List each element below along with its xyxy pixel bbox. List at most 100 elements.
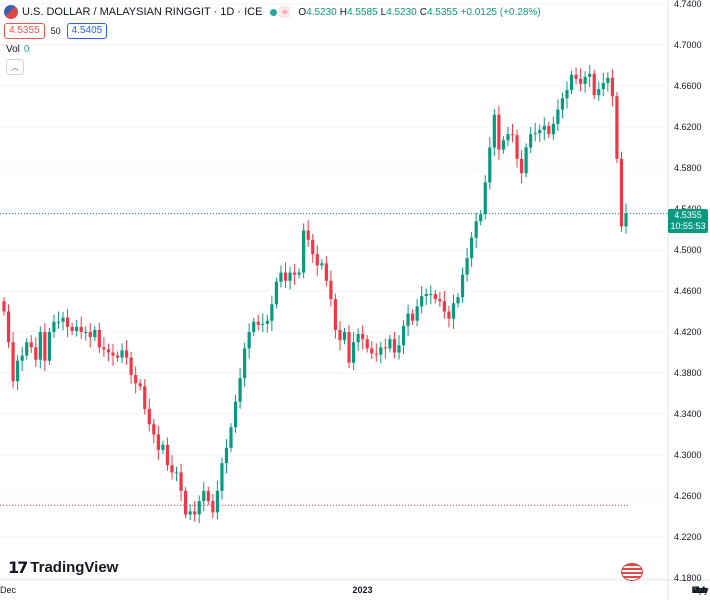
candle-up [556,109,560,124]
candle-up [506,134,510,141]
bar-countdown: 10:55:53 [670,221,706,231]
candle-down [374,353,378,355]
x-tick-label: Apr [692,585,708,595]
candle-up [588,73,592,77]
candle-up [560,98,565,110]
candle-down [306,230,310,240]
volume-legend[interactable]: Vol 0 [6,44,29,55]
candle-down [138,383,142,387]
candle-up [415,306,419,321]
candle-up [429,294,433,296]
candle-up [542,125,546,131]
x-tick-label: Jun [692,585,708,595]
tradingview-logo[interactable]: 17 TradingView [8,558,118,577]
economic-event-flag-icon[interactable] [621,563,643,581]
delayed-data-icon: ≈ [279,6,291,18]
candle-down [29,342,33,348]
volume-value: 0 [23,44,30,55]
candle-up [220,463,224,491]
candle-up [379,347,383,355]
y-tick-label: 4.3400 [674,409,702,419]
candle-up [420,296,424,307]
candle-down [256,321,260,325]
candle-down [510,134,515,136]
x-tick-label: 24 [694,585,706,595]
candle-up [397,345,401,353]
candle-down [143,386,147,409]
candle-down [156,434,160,450]
candle-up [583,76,587,84]
candle-up [215,490,219,513]
candle-down [392,339,397,353]
candle-down [292,272,297,275]
buy-price-button[interactable]: 4.5405 [66,23,108,39]
ohlc-value: +0.0125 (+0.28%) [460,6,541,18]
tradingview-logo-text: TradingView [30,559,119,576]
chart-header: U.S. DOLLAR / MALAYSIAN RINGGIT · 1D · I… [4,4,544,20]
candle-up [238,378,242,402]
candle-up [533,133,537,135]
sell-price-button[interactable]: 4.5355 [4,23,45,39]
candle-down [361,334,365,340]
market-status[interactable]: ≈ [270,6,291,18]
collapse-legend-button[interactable]: ︿ [6,59,24,75]
candle-down [147,408,151,425]
candle-up [229,427,233,448]
tradingview-mark-icon: 17 [8,558,28,577]
ohlc-key: L [380,6,387,18]
candle-down [347,332,351,363]
candle-up [492,114,496,148]
y-tick-label: 4.2600 [674,491,702,501]
candle-down [438,299,442,302]
candle-up [529,134,533,148]
symbol-title[interactable]: U.S. DOLLAR / MALAYSIAN RINGGIT · 1D · I… [22,6,263,18]
candle-down [329,280,333,300]
y-tick-label: 4.6200 [674,122,702,132]
candle-up [524,147,528,174]
candle-down [283,272,288,281]
candle-up [47,332,52,361]
usd-myr-flag-icon [4,5,18,19]
candle-up [456,297,460,304]
candle-up [488,147,492,183]
candle-down [442,301,446,312]
candle-up [388,339,392,349]
candle-up [25,342,29,356]
candle-down [102,347,106,350]
candle-up [274,281,279,305]
candle-up [224,447,229,464]
candle-down [115,355,120,358]
candle-down [184,490,188,515]
candle-down [324,263,328,281]
candle-up [288,272,292,281]
candle-down [578,78,583,84]
candle-up [474,221,478,238]
candle-up [356,334,360,343]
candle-up [569,74,574,91]
last-price-value: 4.5355 [674,210,702,220]
candle-down [124,350,129,358]
candle-down [65,317,70,327]
spread-value: 50 [50,26,61,36]
x-tick-label: Mar [692,585,708,595]
candle-up [202,490,206,502]
candle-down [311,239,315,255]
candle-up [470,237,474,259]
candle-down [370,348,374,354]
candle-down [11,342,15,382]
candle-up [16,360,20,382]
candle-down [34,347,38,360]
candle-up [451,303,456,319]
y-tick-label: 4.7000 [674,40,702,50]
y-tick-label: 4.1800 [674,573,702,583]
candle-up [501,140,506,150]
candle-up [401,325,406,346]
candle-down [193,511,197,515]
candle-down [365,339,369,349]
x-tick-label: Dec [0,585,17,595]
x-tick-label: 2023 [352,585,373,595]
candle-up [84,332,88,333]
candle-up [61,317,65,322]
candle-down [43,332,47,361]
